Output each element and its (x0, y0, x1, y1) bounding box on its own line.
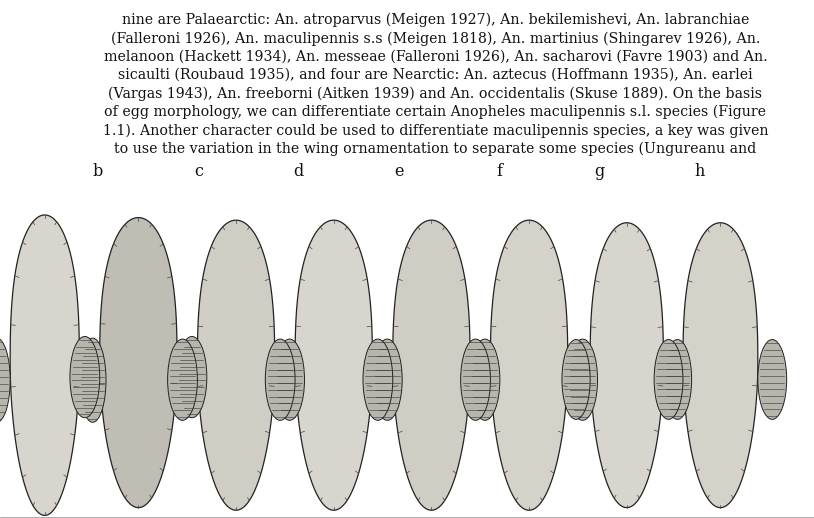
Text: to use the variation in the wing ornamentation to separate some species (Ungurea: to use the variation in the wing ornamen… (114, 141, 757, 156)
Bar (0, 192, 814, 518)
Text: melanoon (Hackett 1934), An. messeae (Falleroni 1926), An. sacharovi (Favre 1903: melanoon (Hackett 1934), An. messeae (Fa… (103, 50, 768, 64)
PathPatch shape (11, 215, 79, 515)
Text: (Falleroni 1926), An. maculipennis s.s (Meigen 1818), An. martinius (Shingarev 1: (Falleroni 1926), An. maculipennis s.s (… (111, 31, 760, 46)
PathPatch shape (683, 223, 758, 508)
Ellipse shape (168, 339, 197, 420)
Ellipse shape (372, 339, 402, 420)
PathPatch shape (198, 220, 274, 510)
Text: h: h (695, 163, 705, 180)
PathPatch shape (295, 220, 372, 510)
Ellipse shape (562, 340, 590, 420)
Ellipse shape (663, 340, 692, 420)
Text: e: e (394, 163, 404, 180)
Text: 1.1). Another character could be used to differentiate maculipennis species, a k: 1.1). Another character could be used to… (103, 123, 768, 138)
Ellipse shape (177, 337, 207, 418)
Ellipse shape (363, 339, 393, 420)
Ellipse shape (461, 339, 490, 420)
Text: b: b (93, 163, 103, 180)
PathPatch shape (100, 218, 177, 508)
Ellipse shape (470, 339, 500, 420)
Ellipse shape (70, 337, 100, 418)
Ellipse shape (80, 338, 106, 422)
Text: (Vargas 1943), An. freeborni (Aitken 1939) and An. occidentalis (Skuse 1889). On: (Vargas 1943), An. freeborni (Aitken 193… (108, 87, 763, 101)
Ellipse shape (274, 339, 304, 420)
PathPatch shape (393, 220, 470, 510)
PathPatch shape (590, 223, 663, 508)
Ellipse shape (0, 338, 10, 422)
Ellipse shape (568, 339, 597, 420)
Text: g: g (594, 163, 604, 180)
Text: nine are Palaearctic: An. atroparvus (Meigen 1927), An. bekilemishevi, An. labra: nine are Palaearctic: An. atroparvus (Me… (122, 13, 749, 27)
Text: c: c (194, 163, 204, 180)
Text: sicaulti (Roubaud 1935), and four are Nearctic: An. aztecus (Hoffmann 1935), An.: sicaulti (Roubaud 1935), and four are Ne… (118, 68, 753, 82)
Ellipse shape (758, 340, 786, 420)
PathPatch shape (491, 220, 567, 510)
Text: f: f (497, 163, 503, 180)
Ellipse shape (654, 340, 683, 420)
Ellipse shape (265, 339, 295, 420)
Text: of egg morphology, we can differentiate certain Anopheles maculipennis s.l. spec: of egg morphology, we can differentiate … (104, 105, 767, 119)
Text: d: d (293, 163, 303, 180)
